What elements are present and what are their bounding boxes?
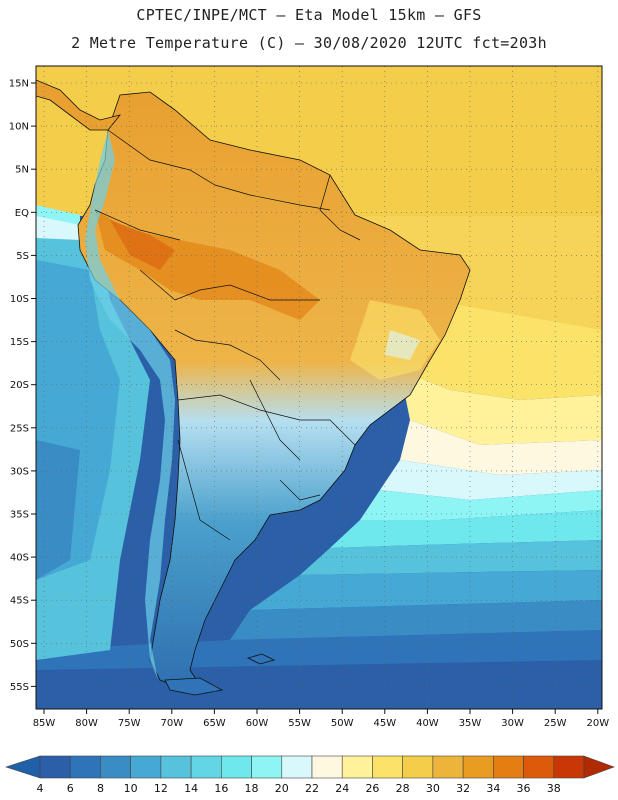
lon-tick-label: 25W <box>544 718 567 729</box>
map-title: CPTEC/INPE/MCT – Eta Model 15km – GFS <box>136 6 482 24</box>
lat-tick-label: 30S <box>10 466 29 477</box>
colorbar-swatch <box>311 755 343 779</box>
colorbar-swatch <box>100 755 131 779</box>
colorbar-label: 6 <box>67 782 74 795</box>
colorbar-label: 32 <box>456 782 470 795</box>
colorbar-swatch <box>462 755 494 779</box>
colorbar-max-arrow <box>583 755 615 779</box>
colorbar-swatch <box>432 755 464 779</box>
map-field <box>36 66 602 709</box>
colorbar-swatch <box>341 755 373 779</box>
longitude-axis: 85W 80W 75W 70W 65W 60W 55W 50W 45W 40W 35W 30W 25W 2… <box>33 709 609 729</box>
colorbar-min-arrow <box>5 755 41 779</box>
lat-tick-label: 15S <box>10 337 29 348</box>
lon-tick-label: 30W <box>501 718 524 729</box>
colorbar-label: 10 <box>124 782 138 795</box>
lon-tick-label: 65W <box>203 718 226 729</box>
lon-tick-label: 85W <box>33 718 56 729</box>
colorbar-label: 12 <box>154 782 168 795</box>
latitude-axis: 15N 10N 5N EQ 5S 10S 15S 20S 25S 30S 35S 40S 45S 50S 5… <box>9 79 36 693</box>
lon-tick-label: 40W <box>416 718 439 729</box>
lat-tick-label: 40S <box>10 553 29 564</box>
lat-tick-label: 45S <box>10 596 29 607</box>
colorbar-swatch <box>523 755 555 779</box>
colorbar-label: 22 <box>305 782 319 795</box>
colorbar-swatch <box>190 755 222 779</box>
colorbar-swatch <box>402 755 434 779</box>
colorbar-swatch <box>39 755 71 779</box>
lat-tick-label: 50S <box>10 639 29 650</box>
map-subtitle: 2 Metre Temperature (C) – 30/08/2020 12U… <box>71 34 547 52</box>
colorbar-label: 24 <box>335 782 349 795</box>
lat-tick-label: 10S <box>10 294 29 305</box>
lat-tick-label: 15N <box>9 79 29 90</box>
lon-tick-label: 45W <box>373 718 396 729</box>
lon-tick-label: 80W <box>75 718 98 729</box>
lon-tick-label: 70W <box>160 718 183 729</box>
colorbar-label: 20 <box>275 782 289 795</box>
lat-tick-label: 5N <box>15 165 29 176</box>
lon-tick-label: 75W <box>118 718 141 729</box>
colorbar-swatch <box>69 755 101 779</box>
colorbar-label: 28 <box>396 782 410 795</box>
colorbar-swatch <box>281 755 313 779</box>
lat-tick-label: 35S <box>10 510 29 521</box>
colorbar-label: 8 <box>97 782 104 795</box>
colorbar-label: 30 <box>426 782 440 795</box>
colorbar-swatch <box>251 755 283 779</box>
colorbar-label: 4 <box>37 782 44 795</box>
colorbar-swatch <box>553 755 585 779</box>
graticule <box>36 66 602 709</box>
colorbar-label: 14 <box>184 782 198 795</box>
colorbar-label: 18 <box>245 782 259 795</box>
colorbar: 4 6 8 10 12 14 16 18 20 22 24 26 28 30 32 34 36 38 <box>5 755 615 795</box>
colorbar-swatch <box>130 755 162 779</box>
lon-tick-label: 55W <box>288 718 311 729</box>
lon-tick-label: 60W <box>246 718 269 729</box>
colorbar-label: 36 <box>517 782 531 795</box>
lon-tick-label: 50W <box>331 718 354 729</box>
colorbar-label: 38 <box>547 782 561 795</box>
colorbar-swatch <box>221 755 252 779</box>
lon-tick-label: 20W <box>586 718 609 729</box>
lat-tick-label: 5S <box>16 251 29 262</box>
colorbar-label: 34 <box>486 782 500 795</box>
lat-tick-label: 55S <box>10 682 29 693</box>
colorbar-label: 16 <box>214 782 228 795</box>
lat-tick-label: 20S <box>10 380 29 391</box>
lat-tick-label: 25S <box>10 423 29 434</box>
lat-tick-label: EQ <box>15 208 29 219</box>
colorbar-label: 26 <box>365 782 379 795</box>
colorbar-swatch <box>372 755 403 779</box>
colorbar-swatch <box>160 755 192 779</box>
colorbar-swatch <box>493 755 524 779</box>
lon-tick-label: 35W <box>459 718 482 729</box>
lat-tick-label: 10N <box>9 122 29 133</box>
map-frame <box>35 65 603 710</box>
